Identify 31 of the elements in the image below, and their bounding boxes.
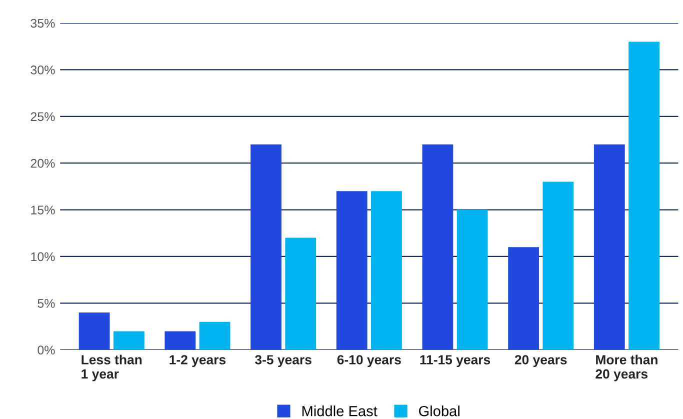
y-tick-label: 5% xyxy=(38,299,55,308)
legend-label: Global xyxy=(418,406,460,416)
y-tick-label: 0% xyxy=(38,346,55,355)
x-tick-label: More than 20 years xyxy=(596,354,658,382)
bar xyxy=(628,42,660,350)
bar xyxy=(371,191,402,350)
bar xyxy=(422,144,454,350)
bar xyxy=(78,312,110,350)
bar xyxy=(250,144,282,350)
y-tick-label: 35% xyxy=(30,18,55,28)
y-tick-label: 15% xyxy=(31,206,55,214)
y-tick-label: 25% xyxy=(30,112,55,122)
x-tick-label: 3-5 years xyxy=(255,355,312,368)
y-tick-label: 20% xyxy=(30,158,55,168)
y-tick-label: 30% xyxy=(30,66,55,74)
bar xyxy=(508,247,540,350)
bar xyxy=(336,191,368,350)
bar xyxy=(285,238,316,350)
x-tick-label: 6-10 years xyxy=(337,355,401,368)
x-tick-label: 1-2 years xyxy=(170,355,226,368)
bar xyxy=(164,331,196,350)
legend-label: Middle East xyxy=(302,406,378,416)
bar xyxy=(456,210,488,350)
y-tick-label: 10% xyxy=(31,252,55,262)
bar xyxy=(113,331,144,350)
bar xyxy=(199,322,230,350)
bar xyxy=(594,144,625,350)
x-tick-label: 20 years xyxy=(514,355,567,368)
x-tick-label: 11-15 years xyxy=(420,355,490,368)
x-tick-label: Less than 1 year xyxy=(82,354,142,382)
bar xyxy=(542,182,574,350)
